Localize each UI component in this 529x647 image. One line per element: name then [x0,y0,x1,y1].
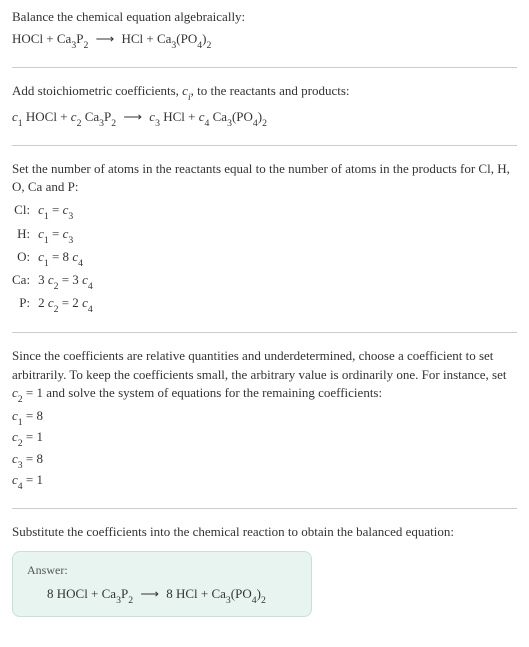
element-label: H: [12,224,38,247]
element-label: Ca: [12,270,38,293]
element-label: O: [12,247,38,270]
step1-text: Add stoichiometric coefficients, ci, to … [12,82,517,103]
step-solve: Since the coefficients are relative quan… [12,347,517,492]
constraint-equation: c1 = 8 c4 [38,247,99,270]
unbalanced-equation: HOCl + Ca3P2 ⟶ HCl + Ca3(PO4)2 [12,30,517,51]
constraint-equation: c1 = c3 [38,224,99,247]
constraint-row: P:2 c2 = 2 c4 [12,293,99,316]
solution-row: c1 = 8 [12,407,517,428]
stoich-equation: c1 HOCl + c2 Ca3P2 ⟶ c3 HCl + c4 Ca3(PO4… [12,108,517,129]
step-answer: Substitute the coefficients into the che… [12,523,517,617]
balanced-equation: 8 HOCl + Ca3P2 ⟶ 8 HCl + Ca3(PO4)2 [27,585,297,606]
constraint-row: H:c1 = c3 [12,224,99,247]
divider [12,508,517,509]
solution-row: c2 = 1 [12,428,517,449]
solution-row: c3 = 8 [12,450,517,471]
constraint-equation: 2 c2 = 2 c4 [38,293,99,316]
answer-box: Answer: 8 HOCl + Ca3P2 ⟶ 8 HCl + Ca3(PO4… [12,551,312,617]
step-constraints: Set the number of atoms in the reactants… [12,160,517,317]
solution-row: c4 = 1 [12,471,517,492]
element-label: P: [12,293,38,316]
step2-text: Set the number of atoms in the reactants… [12,160,517,196]
constraint-row: Ca:3 c2 = 3 c4 [12,270,99,293]
divider [12,145,517,146]
constraint-row: O:c1 = 8 c4 [12,247,99,270]
constraint-row: Cl:c1 = c3 [12,200,99,223]
divider [12,67,517,68]
solution-list: c1 = 8c2 = 1c3 = 8c4 = 1 [12,407,517,492]
constraint-equation: c1 = c3 [38,200,99,223]
element-label: Cl: [12,200,38,223]
problem-statement: Balance the chemical equation algebraica… [12,8,517,51]
step-stoichiometric: Add stoichiometric coefficients, ci, to … [12,82,517,128]
step3-text: Since the coefficients are relative quan… [12,347,517,405]
answer-label: Answer: [27,562,297,579]
title: Balance the chemical equation algebraica… [12,8,517,26]
step4-text: Substitute the coefficients into the che… [12,523,517,541]
constraint-table: Cl:c1 = c3H:c1 = c3O:c1 = 8 c4Ca:3 c2 = … [12,200,99,316]
divider [12,332,517,333]
constraint-equation: 3 c2 = 3 c4 [38,270,99,293]
